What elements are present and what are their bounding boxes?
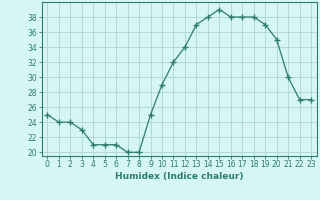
- X-axis label: Humidex (Indice chaleur): Humidex (Indice chaleur): [115, 172, 244, 181]
